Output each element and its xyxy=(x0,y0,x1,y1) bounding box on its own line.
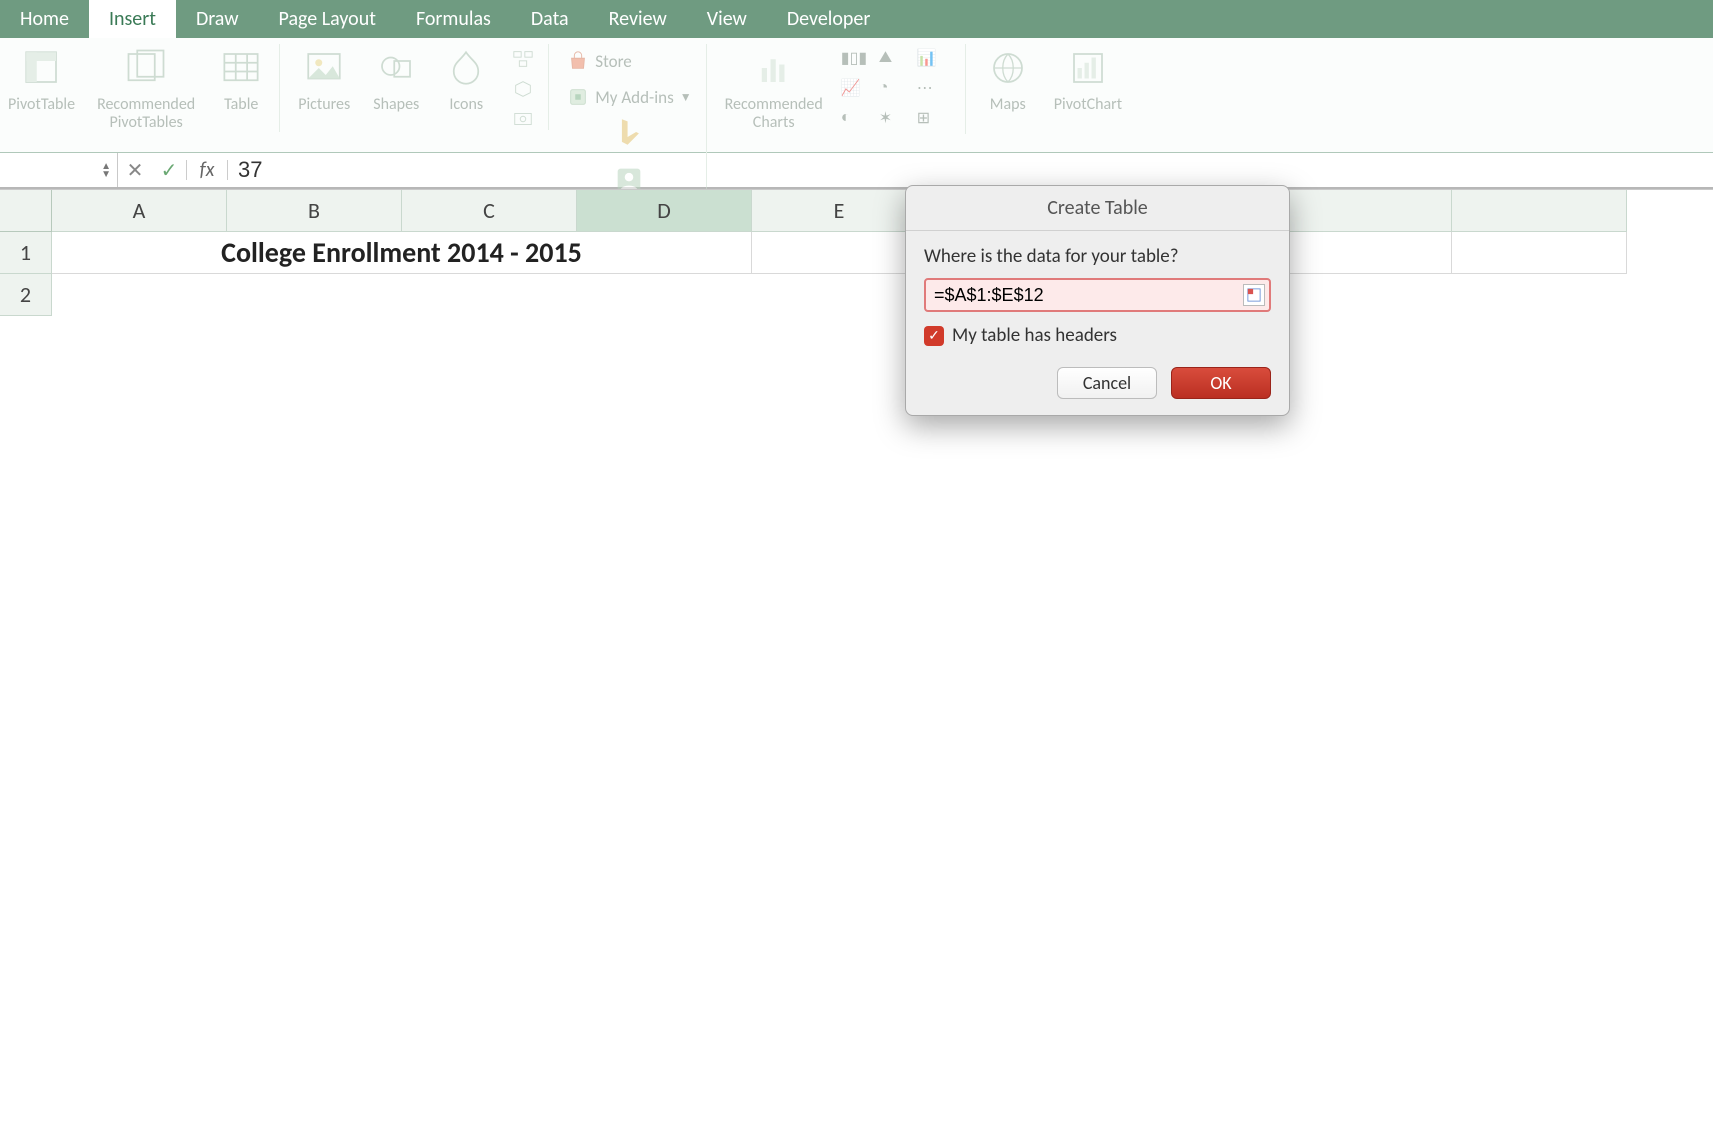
ribbon-tab-page-layout[interactable]: Page Layout xyxy=(259,0,396,38)
pivottable-label: PivotTable xyxy=(8,96,75,114)
chart-type-icon[interactable]: ⛰ xyxy=(879,48,913,74)
ribbon-tabs: HomeInsertDrawPage LayoutFormulasDataRev… xyxy=(0,0,1713,38)
recommended-pivot-icon[interactable] xyxy=(122,44,170,92)
ribbon-group-illustrations: Pictures Shapes Icons xyxy=(298,44,549,130)
create-table-dialog: Create Table Where is the data for your … xyxy=(905,185,1290,416)
dialog-prompt: Where is the data for your table? xyxy=(924,245,1271,268)
formula-input[interactable] xyxy=(228,157,1713,183)
cancel-button[interactable]: Cancel xyxy=(1057,367,1157,399)
range-picker-icon[interactable] xyxy=(1243,284,1265,306)
column-header[interactable]: B xyxy=(227,190,402,232)
range-input[interactable] xyxy=(934,285,1243,306)
range-input-wrapper xyxy=(924,278,1271,312)
ribbon-group-charts: Recommended Charts ▮▯▮ ⛰ 📊 📈 ◔ ⋯ ◐ ✶ ⊞ xyxy=(725,44,966,134)
select-all-corner[interactable] xyxy=(0,190,52,232)
pivottable-icon[interactable] xyxy=(18,44,66,92)
ribbon-group-addins: Store My Add-ins ▼ xyxy=(567,44,706,204)
ribbon-tab-formulas[interactable]: Formulas xyxy=(396,0,511,38)
cell[interactable] xyxy=(1277,232,1452,274)
ribbon-tab-data[interactable]: Data xyxy=(511,0,589,38)
bing-icon[interactable] xyxy=(605,108,653,156)
ribbon-tab-review[interactable]: Review xyxy=(589,0,687,38)
smartart-icon[interactable] xyxy=(512,48,534,70)
headers-checkbox[interactable]: ✓ xyxy=(924,326,944,346)
column-header[interactable] xyxy=(1452,190,1627,232)
screenshot-icon[interactable] xyxy=(512,108,534,130)
icons-label: Icons xyxy=(449,96,483,114)
chart-type-icon[interactable]: ◔ xyxy=(879,78,913,104)
name-box[interactable]: ▲▼ xyxy=(0,153,118,187)
chart-type-icon[interactable]: ◐ xyxy=(841,108,875,134)
pivotchart-label: PivotChart xyxy=(1054,96,1122,114)
recommended-pivot-label: Recommended PivotTables xyxy=(97,96,195,132)
dialog-title: Create Table xyxy=(906,186,1289,231)
chart-type-icon[interactable]: ✶ xyxy=(879,108,913,134)
cell[interactable] xyxy=(1452,232,1627,274)
addins-label: My Add-ins xyxy=(595,87,673,108)
chart-type-icon[interactable]: 📊 xyxy=(917,48,951,74)
cancel-formula-icon[interactable]: ✕ xyxy=(118,153,152,187)
chart-type-icon[interactable]: ▮▯▮ xyxy=(841,48,875,74)
chart-type-icon[interactable]: 📈 xyxy=(841,78,875,104)
cell[interactable] xyxy=(752,232,927,274)
pictures-icon[interactable] xyxy=(300,44,348,92)
pictures-label: Pictures xyxy=(298,96,350,114)
row-header[interactable]: 1 xyxy=(0,232,52,274)
store-button[interactable]: Store xyxy=(567,50,631,72)
chart-type-icon[interactable]: ⋯ xyxy=(917,78,951,104)
column-header[interactable] xyxy=(1277,190,1452,232)
accept-formula-icon[interactable]: ✓ xyxy=(152,153,186,187)
name-box-stepper-icon[interactable]: ▲▼ xyxy=(101,162,111,178)
recommended-charts-label: Recommended Charts xyxy=(725,96,823,132)
ribbon-tab-view[interactable]: View xyxy=(687,0,767,38)
recommended-charts-icon[interactable] xyxy=(750,44,798,92)
chart-type-icon[interactable]: ⊞ xyxy=(917,108,951,134)
store-label: Store xyxy=(595,51,631,72)
table-label: Table xyxy=(224,96,258,114)
pivotchart-icon[interactable] xyxy=(1064,44,1112,92)
ribbon-tab-home[interactable]: Home xyxy=(0,0,89,38)
table-icon[interactable] xyxy=(217,44,265,92)
ribbon-tab-draw[interactable]: Draw xyxy=(176,0,259,38)
headers-checkbox-label: My table has headers xyxy=(952,324,1117,347)
row-header[interactable]: 2 xyxy=(0,274,52,316)
cell[interactable]: College Enrollment 2014 - 2015 xyxy=(52,232,752,274)
3dmodel-icon[interactable] xyxy=(512,78,534,100)
ribbon-group-maps: Maps PivotChart xyxy=(984,44,1122,114)
shapes-label: Shapes xyxy=(373,96,419,114)
ribbon-group-tables: PivotTable Recommended PivotTables Table xyxy=(8,44,280,132)
spreadsheet-grid[interactable]: ABCDE 1College Enrollment 2014 - 20152 xyxy=(0,189,1713,316)
column-header[interactable]: E xyxy=(752,190,927,232)
column-header[interactable]: C xyxy=(402,190,577,232)
ribbon-tab-developer[interactable]: Developer xyxy=(767,0,891,38)
maps-label: Maps xyxy=(990,96,1026,114)
addins-button[interactable]: My Add-ins ▼ xyxy=(567,86,691,108)
ok-button[interactable]: OK xyxy=(1171,367,1271,399)
maps-icon[interactable] xyxy=(984,44,1032,92)
column-header[interactable]: D xyxy=(577,190,752,232)
ribbon-body: PivotTable Recommended PivotTables Table xyxy=(0,38,1713,153)
fx-icon[interactable]: fx xyxy=(187,158,227,182)
shapes-icon[interactable] xyxy=(372,44,420,92)
formula-bar: ▲▼ ✕ ✓ fx xyxy=(0,153,1713,189)
ribbon-tab-insert[interactable]: Insert xyxy=(89,0,176,38)
icons-icon[interactable] xyxy=(442,44,490,92)
column-header[interactable]: A xyxy=(52,190,227,232)
